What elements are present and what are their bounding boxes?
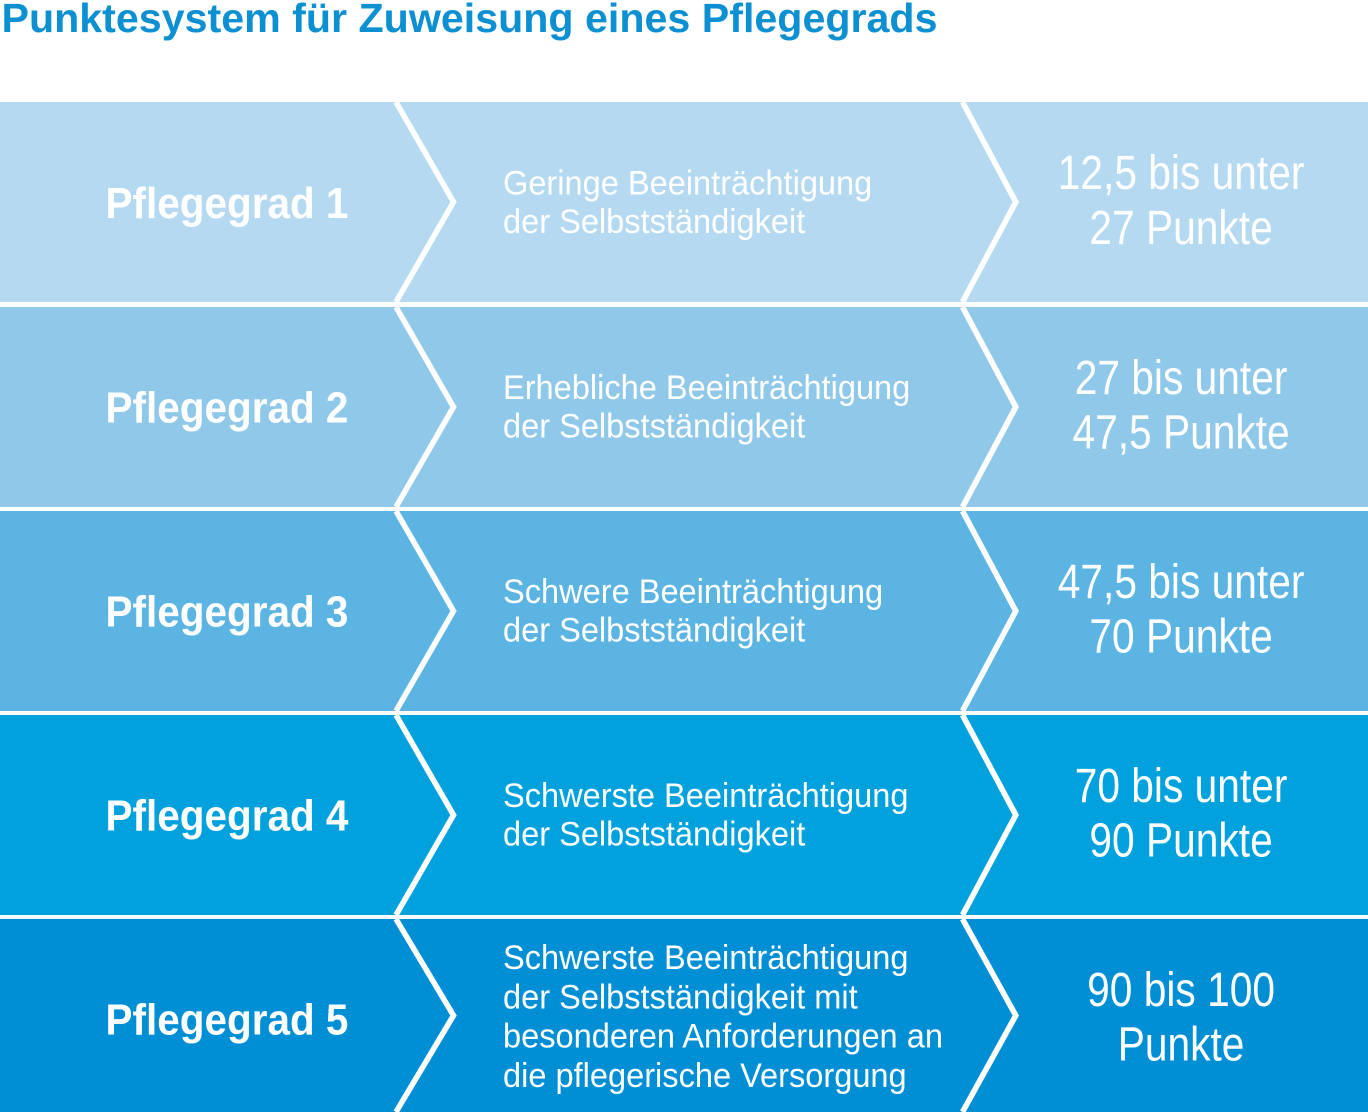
svg-text:Schwerste Beeinträchtigung: Schwerste Beeinträchtigung bbox=[503, 778, 908, 816]
svg-text:Schwerste Beeinträchtigung: Schwerste Beeinträchtigung bbox=[503, 939, 908, 977]
svg-text:Punkte: Punkte bbox=[1118, 1018, 1245, 1071]
svg-text:27 Punkte: 27 Punkte bbox=[1089, 202, 1272, 255]
svg-text:Pflegegrad 1: Pflegegrad 1 bbox=[106, 178, 349, 227]
svg-text:Pflegegrad 2: Pflegegrad 2 bbox=[106, 383, 349, 432]
svg-text:Geringe Beeinträchtigung: Geringe Beeinträchtigung bbox=[503, 165, 872, 203]
svg-text:der Selbstständigkeit: der Selbstständigkeit bbox=[503, 612, 805, 650]
svg-text:12,5 bis unter: 12,5 bis unter bbox=[1058, 147, 1305, 200]
svg-text:90 Punkte: 90 Punkte bbox=[1089, 815, 1272, 868]
svg-text:der Selbstständigkeit: der Selbstständigkeit bbox=[503, 203, 805, 241]
svg-text:Pflegegrad 3: Pflegegrad 3 bbox=[106, 587, 349, 636]
svg-text:47,5 Punkte: 47,5 Punkte bbox=[1072, 407, 1289, 460]
svg-text:70 Punkte: 70 Punkte bbox=[1089, 611, 1272, 664]
svg-text:Erhebliche Beeinträchtigung: Erhebliche Beeinträchtigung bbox=[503, 370, 910, 408]
svg-text:die pflegerische Versorgung: die pflegerische Versorgung bbox=[503, 1057, 907, 1095]
svg-text:der Selbstständigkeit: der Selbstständigkeit bbox=[503, 408, 805, 446]
svg-text:besonderen Anforderungen an: besonderen Anforderungen an bbox=[503, 1018, 943, 1056]
svg-text:Pflegegrad 5: Pflegegrad 5 bbox=[106, 995, 349, 1044]
svg-text:90 bis 100: 90 bis 100 bbox=[1087, 964, 1275, 1017]
svg-text:der Selbstständigkeit: der Selbstständigkeit bbox=[503, 816, 805, 854]
svg-text:der Selbstständigkeit mit: der Selbstständigkeit mit bbox=[503, 979, 858, 1017]
svg-text:47,5 bis unter: 47,5 bis unter bbox=[1058, 556, 1305, 609]
svg-text:70 bis unter: 70 bis unter bbox=[1075, 760, 1288, 813]
svg-text:27 bis unter: 27 bis unter bbox=[1075, 352, 1288, 405]
svg-text:Pflegegrad 4: Pflegegrad 4 bbox=[106, 791, 349, 840]
svg-text:Punktesystem für Zuweisung ein: Punktesystem für Zuweisung eines Pflegeg… bbox=[2, 0, 938, 41]
svg-text:Schwere Beeinträchtigung: Schwere Beeinträchtigung bbox=[503, 574, 883, 612]
